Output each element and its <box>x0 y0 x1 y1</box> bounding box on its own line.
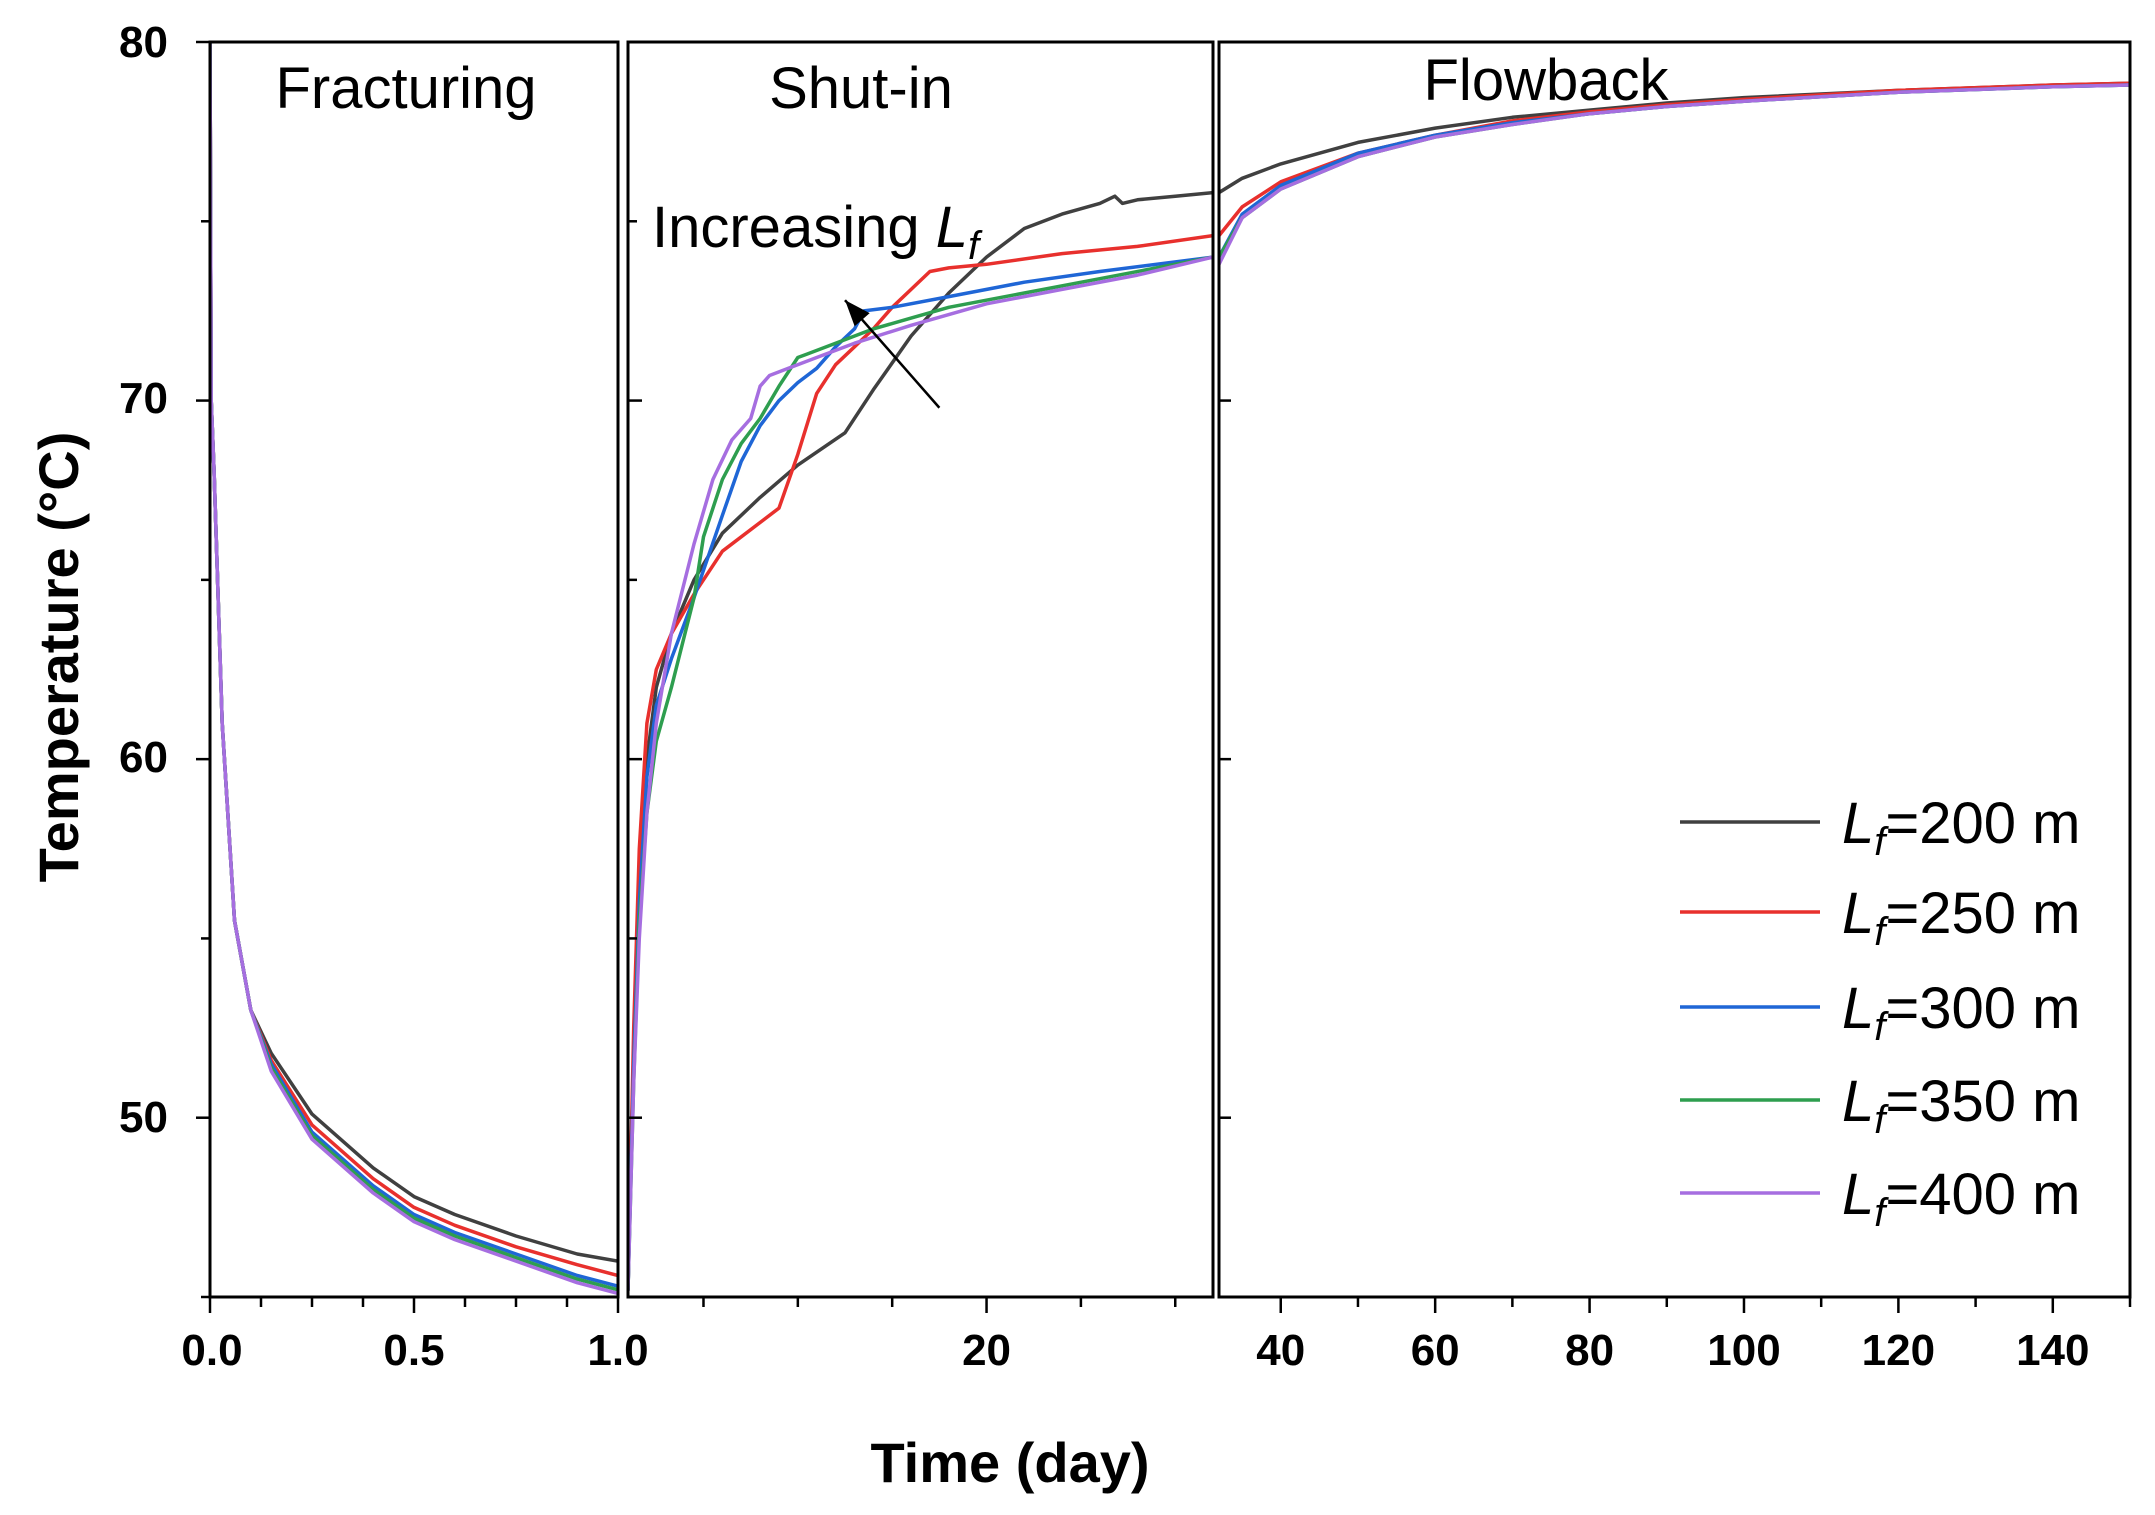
annotation-text-italic: L <box>936 195 968 260</box>
x-tick-label: 0.5 <box>383 1326 444 1375</box>
series-group <box>210 42 618 1296</box>
panel-frame <box>208 40 620 1299</box>
y-tick-label: 70 <box>119 374 168 423</box>
y-tick-label: 80 <box>119 18 168 67</box>
series-group <box>1219 81 2130 267</box>
panel-frame <box>626 40 1215 1299</box>
annotation: Increasing Lf <box>652 195 983 409</box>
series-line <box>210 42 618 1296</box>
panel-frame <box>1217 40 2132 1299</box>
legend-label: Lf=200 m <box>1842 791 2080 864</box>
legend-label: Lf=350 m <box>1842 1069 2080 1142</box>
legend-label-main: L <box>1842 791 1874 856</box>
y-tick-labels: 50 60 70 80 <box>119 18 168 1142</box>
annotation-arrow-head <box>845 300 870 327</box>
phase-label-flowback: Flowback <box>1424 48 1670 113</box>
legend-label-rest: =400 m <box>1885 1162 2080 1227</box>
x-axis-title: Time (day) <box>870 1431 1149 1494</box>
series-line <box>210 42 618 1263</box>
y-tick-label: 50 <box>119 1093 168 1142</box>
x-tick-label: 100 <box>1707 1326 1780 1375</box>
series-line <box>628 255 1213 1292</box>
x-tick-label: 120 <box>1862 1326 1935 1375</box>
x-tick-label: 0.0 <box>181 1326 242 1375</box>
x-tick-label: 80 <box>1565 1326 1614 1375</box>
y-axis-title: Temperature (°C) <box>27 432 90 883</box>
annotation-text: Increasing Lf <box>652 195 983 268</box>
x-tick-label: 60 <box>1411 1326 1460 1375</box>
series-line <box>1219 83 2130 259</box>
series-line <box>1219 81 2130 195</box>
x-tick-label: 140 <box>2016 1326 2089 1375</box>
series-line <box>628 190 1213 1292</box>
series-line <box>1219 81 2130 238</box>
panel-fracturing: 0.0 0.5 1.0 <box>181 40 649 1375</box>
x-tick-label: 40 <box>1256 1326 1305 1375</box>
legend-label-main: L <box>1842 976 1874 1041</box>
phase-labels: Fracturing Shut-in Flowback <box>275 48 1669 121</box>
series-line <box>210 42 618 1278</box>
panel-flowback: 40 60 80 100 120 140 <box>1217 40 2132 1375</box>
series-line <box>628 255 1213 1292</box>
series-line <box>628 255 1213 1292</box>
legend-label: Lf=300 m <box>1842 976 2080 1049</box>
x-tick-label: 1.0 <box>587 1326 648 1375</box>
series-line <box>1219 83 2130 267</box>
legend-label-main: L <box>1842 881 1874 946</box>
phase-label-fracturing: Fracturing <box>275 56 536 121</box>
legend-label-rest: =350 m <box>1885 1069 2080 1134</box>
panel-shut-in: 20 <box>626 40 1215 1375</box>
series-group <box>628 190 1213 1292</box>
x-tick-label: 20 <box>962 1326 1011 1375</box>
legend-label-main: L <box>1842 1162 1874 1227</box>
series-line <box>210 42 618 1292</box>
annotation-text-main: Increasing <box>652 195 936 260</box>
legend-label: Lf=250 m <box>1842 881 2080 954</box>
series-line <box>210 42 618 1288</box>
phase-label-shut-in: Shut-in <box>769 56 953 121</box>
legend-label: Lf=400 m <box>1842 1162 2080 1235</box>
y-tick-label: 60 <box>119 733 168 782</box>
legend-label-rest: =200 m <box>1885 791 2080 856</box>
plot-panels: 0.0 0.5 1.0 20 40 60 80 100 120 140 <box>181 40 2132 1375</box>
legend: Lf=200 m Lf=250 m Lf=300 m Lf=350 m Lf=4… <box>1680 791 2080 1235</box>
legend-label-rest: =250 m <box>1885 881 2080 946</box>
series-line <box>628 233 1213 1292</box>
legend-label-main: L <box>1842 1069 1874 1134</box>
legend-label-rest: =300 m <box>1885 976 2080 1041</box>
series-line <box>1219 83 2130 259</box>
